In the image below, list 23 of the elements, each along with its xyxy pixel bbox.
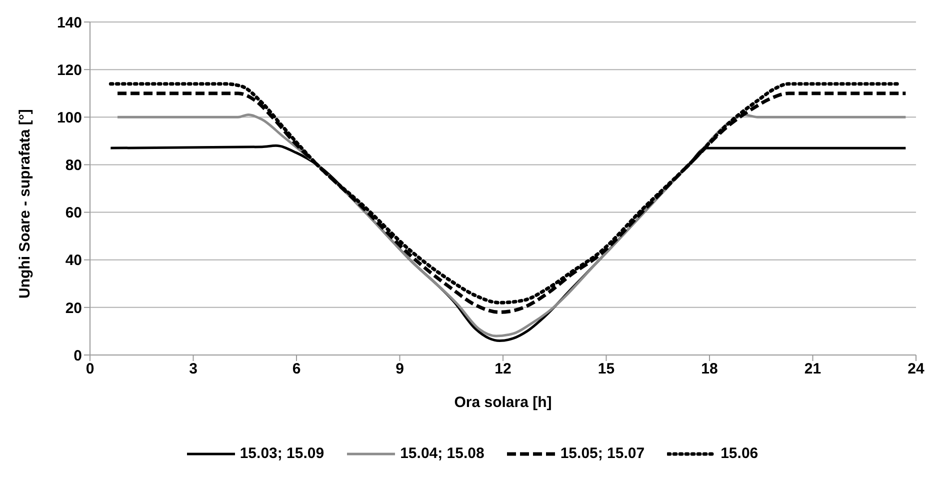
y-axis-title: Unghi Soare - suprafata [°] xyxy=(16,109,34,298)
x-tick-label: 18 xyxy=(701,360,718,378)
x-tick-label: 12 xyxy=(494,360,512,378)
x-tick-label: 15 xyxy=(598,360,615,378)
legend-label: 15.05; 15.07 xyxy=(560,445,645,462)
y-tick-label: 120 xyxy=(56,62,82,79)
x-tick-label: 24 xyxy=(908,360,925,378)
y-tick-label: 80 xyxy=(65,157,82,174)
y-tick-label: 60 xyxy=(65,204,82,222)
legend-label: 15.03; 15.09 xyxy=(240,445,324,462)
y-tick-label: 20 xyxy=(65,300,82,317)
x-tick-label: 6 xyxy=(292,360,301,378)
y-tick-label: 40 xyxy=(65,252,82,270)
y-tick-label: 140 xyxy=(56,14,82,32)
x-tick-label: 21 xyxy=(804,360,822,378)
x-tick-label: 9 xyxy=(396,360,404,378)
legend-label: 15.06 xyxy=(720,445,758,462)
y-tick-label: 0 xyxy=(74,347,82,364)
x-axis-title: Ora solara [h] xyxy=(454,394,552,411)
x-tick-label: 3 xyxy=(189,360,198,378)
x-tick-label: 0 xyxy=(86,360,94,378)
legend-label: 15.04; 15.08 xyxy=(400,445,484,462)
y-tick-label: 100 xyxy=(56,109,82,126)
